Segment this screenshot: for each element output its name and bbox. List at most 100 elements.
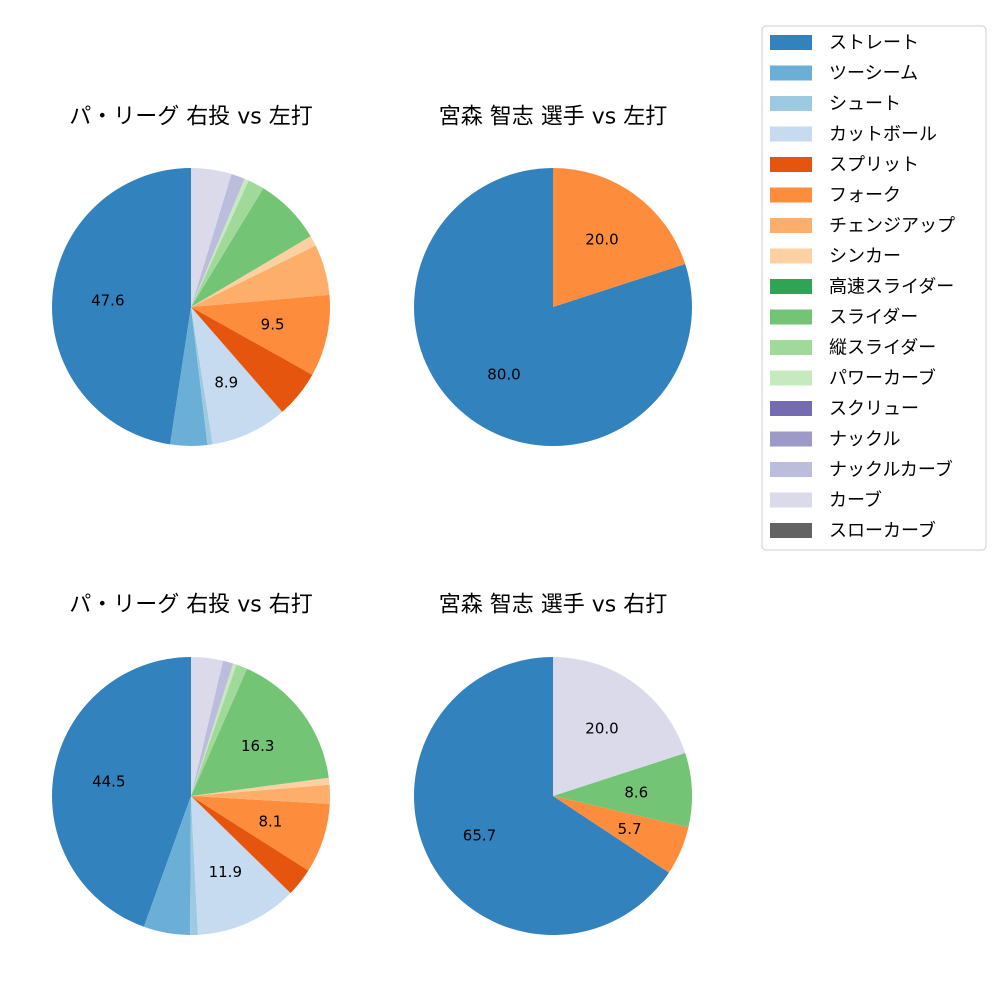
slice-value-label: 8.9 <box>214 374 238 392</box>
pie-slice <box>191 180 264 307</box>
legend-swatch <box>770 492 812 508</box>
legend-item: 高速スライダー <box>770 277 954 298</box>
pie-slice <box>191 188 311 307</box>
pie-slice <box>191 174 245 307</box>
legend-label: チェンジアップ <box>829 216 955 237</box>
pie-slice <box>191 307 213 446</box>
slice-value-label: 8.6 <box>624 783 648 801</box>
pie-slice <box>191 796 291 935</box>
legend-swatch <box>770 401 812 416</box>
legend-item: 縦スライダー <box>770 338 936 359</box>
legend-swatch <box>770 126 812 142</box>
legend-swatch <box>770 65 812 81</box>
slice-value-label: 65.7 <box>463 827 496 845</box>
legend-item: カットボール <box>770 124 937 145</box>
legend-label: 高速スライダー <box>829 277 954 298</box>
pie-slice <box>190 796 198 936</box>
pie-slice <box>553 168 686 307</box>
slice-value-label: 5.7 <box>618 820 642 838</box>
pie-title: パ・リーグ 右投 vs 左打 <box>69 105 312 130</box>
legend-label: シュート <box>829 94 901 115</box>
legend-swatch <box>770 309 812 325</box>
pie-slice <box>191 178 249 307</box>
pie-slice <box>191 796 309 894</box>
legend-label: ツーシーム <box>829 63 918 84</box>
pie-slice <box>170 307 208 446</box>
legend-label: スクリュー <box>829 399 919 420</box>
pie-slice <box>191 668 329 796</box>
legend-label: カットボール <box>829 124 937 145</box>
pie-slice <box>191 307 283 445</box>
legend-swatch <box>770 370 812 386</box>
legend-swatch <box>770 248 812 264</box>
pie-title: パ・リーグ 右投 vs 右打 <box>69 593 312 618</box>
pie-slice <box>191 663 237 796</box>
pie-slice <box>191 660 234 796</box>
legend-swatch <box>770 462 812 477</box>
pie-slice <box>191 664 247 796</box>
legend-item: シュート <box>770 94 901 115</box>
legend-item: ナックル <box>770 429 900 450</box>
slice-value-label: 11.9 <box>209 863 242 881</box>
legend-label: ナックル <box>829 429 900 450</box>
legend-swatch <box>770 157 812 172</box>
legend-item: スローカーブ <box>770 520 936 542</box>
pie-slice <box>553 796 689 873</box>
pie-slice <box>52 657 191 927</box>
pie-slice <box>191 307 313 412</box>
legend-item: ナックルカーブ <box>770 459 953 481</box>
legend-swatch <box>770 523 812 538</box>
legend-swatch <box>770 340 812 355</box>
slice-value-label: 80.0 <box>487 366 520 384</box>
pie-slice <box>414 657 669 935</box>
pie-slice <box>191 236 316 307</box>
pie-slice <box>191 245 330 307</box>
pie-slice <box>52 168 192 445</box>
pie-slice <box>191 796 330 871</box>
slice-value-label: 16.3 <box>241 737 274 755</box>
pie-slice <box>191 168 232 307</box>
legend: ストレートツーシームシュートカットボールスプリットフォークチェンジアップシンカー… <box>761 25 987 551</box>
pie-charts: パ・リーグ 右投 vs 左打 47.6 8.9 9.5 宮森 智志 選手 vs 左打 80… <box>52 105 693 936</box>
slice-value-label: 47.6 <box>91 292 124 310</box>
pie-chart-4: 宮森 智志 選手 vs 右打 65.7 5.7 8.6 20.0 <box>414 593 693 935</box>
legend-label: 縦スライダー <box>829 338 936 359</box>
legend-swatch <box>770 279 812 294</box>
legend-item: ストレート <box>770 33 919 54</box>
legend-label: スローカーブ <box>829 520 936 542</box>
legend-item: スクリュー <box>770 399 919 420</box>
slice-value-label: 20.0 <box>585 720 618 738</box>
legend-item: フォーク <box>770 185 901 206</box>
pie-slice <box>191 784 331 804</box>
legend-label: スプリット <box>829 155 919 176</box>
pie-chart-2: 宮森 智志 選手 vs 左打 80.0 20.0 <box>414 105 693 446</box>
pie-slice <box>553 657 686 796</box>
legend-swatch <box>770 35 812 50</box>
legend-label: スライダー <box>829 307 918 328</box>
slice-value-label: 8.1 <box>258 813 282 831</box>
pie-slice <box>191 294 330 375</box>
legend-item: シンカー <box>770 246 901 267</box>
legend-swatch <box>770 218 812 233</box>
pie-chart-1: パ・リーグ 右投 vs 左打 47.6 8.9 9.5 <box>52 105 330 446</box>
legend-item: パワーカーブ <box>770 367 936 389</box>
pie-slice <box>414 168 693 446</box>
legend-item: スプリット <box>770 155 919 176</box>
pie-slice <box>143 796 191 935</box>
legend-swatch <box>770 96 812 111</box>
pie-title: 宮森 智志 選手 vs 左打 <box>439 105 667 130</box>
pie-slice <box>191 777 330 796</box>
legend-item: カーブ <box>770 489 882 511</box>
legend-label: フォーク <box>829 185 901 206</box>
legend-frame <box>761 25 987 551</box>
legend-item: スライダー <box>770 307 918 328</box>
legend-swatch <box>770 187 812 203</box>
slice-value-label: 20.0 <box>585 231 618 249</box>
pie-title: 宮森 智志 選手 vs 右打 <box>439 593 667 618</box>
slice-value-label: 9.5 <box>261 315 285 333</box>
pie-chart-3: パ・リーグ 右投 vs 右打 44.5 11.9 8.1 16.3 <box>52 593 331 936</box>
slice-value-label: 44.5 <box>92 773 125 791</box>
legend-item: ツーシーム <box>770 63 918 84</box>
legend-label: カーブ <box>829 489 882 511</box>
